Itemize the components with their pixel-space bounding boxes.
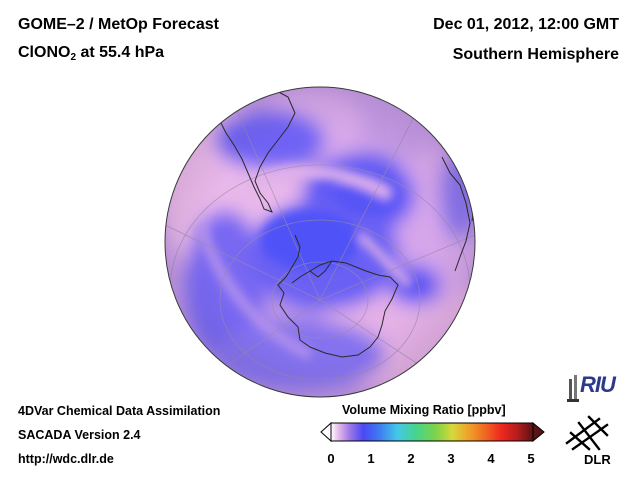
datetime-label: Dec 01, 2012, 12:00 GMT bbox=[433, 16, 619, 33]
species-prefix: ClONO bbox=[18, 44, 71, 61]
colorbar-tick: 1 bbox=[367, 451, 375, 466]
species-subscript: 2 bbox=[70, 52, 77, 63]
colorbar-low-arrow bbox=[320, 422, 332, 442]
species-suffix: at 55.4 hPa bbox=[76, 44, 165, 61]
colorbar-tick: 5 bbox=[527, 451, 535, 466]
product-title: GOME–2 / MetOp Forecast bbox=[18, 16, 219, 33]
riu-logo-mark bbox=[567, 375, 579, 402]
colorbar-tick: 2 bbox=[407, 451, 415, 466]
colorbar-tick: 3 bbox=[447, 451, 455, 466]
dlr-logo-text: DLR bbox=[584, 452, 611, 467]
riu-logo-text: RIU bbox=[580, 372, 616, 397]
dlr-logo-mark bbox=[565, 415, 609, 451]
colorbar-tick: 4 bbox=[487, 451, 495, 466]
colorbar-title: Volume Mixing Ratio [ppbv] bbox=[342, 403, 506, 417]
assimilation-label: 4DVar Chemical Data Assimilation bbox=[18, 404, 221, 418]
southern-hemisphere-map bbox=[164, 86, 476, 398]
source-url[interactable]: http://wdc.dlr.de bbox=[18, 452, 114, 466]
version-label: SACADA Version 2.4 bbox=[18, 428, 141, 442]
colorbar-high-arrow bbox=[532, 422, 545, 442]
species-label: ClONO2 at 55.4 hPa bbox=[18, 44, 164, 63]
globe-outline bbox=[164, 86, 476, 398]
colorbar bbox=[320, 422, 545, 442]
colorbar-tick: 0 bbox=[327, 451, 335, 466]
region-label: Southern Hemisphere bbox=[452, 46, 619, 63]
